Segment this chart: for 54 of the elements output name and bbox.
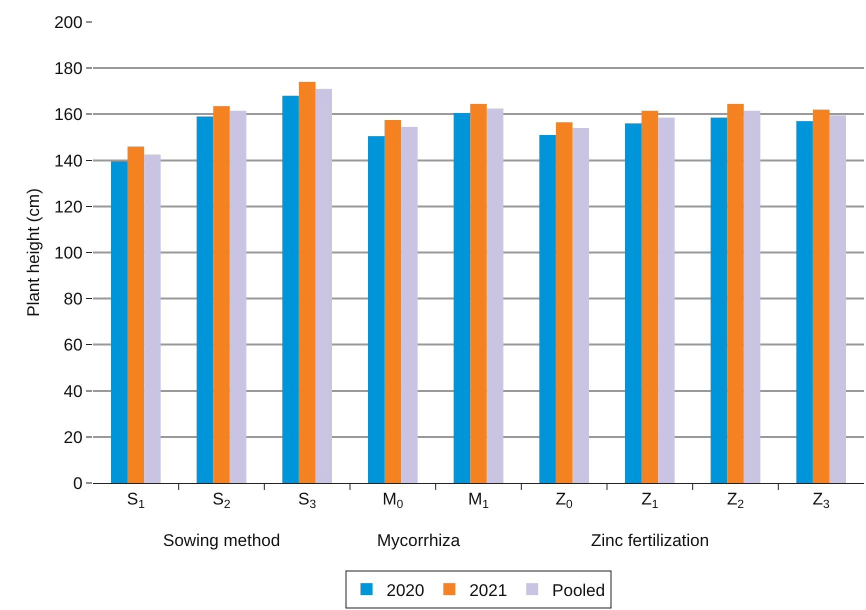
y-tick-label: 100 (54, 243, 83, 262)
y-tick-label: 0 (73, 474, 83, 493)
y-tick-label: 60 (64, 336, 83, 355)
bar (470, 104, 487, 483)
x-tick-label: S$_{2}$ (212, 489, 231, 511)
bar (658, 118, 675, 483)
bar (710, 118, 728, 483)
bar (454, 113, 470, 483)
y-tick-label: 160 (54, 105, 83, 124)
y-tick-label: 120 (54, 197, 83, 216)
text: Zinc fertilization (591, 531, 710, 550)
y-tick-label: 20 (64, 428, 83, 447)
bar (128, 146, 144, 483)
bar (298, 82, 316, 483)
legend-label: Pooled (552, 580, 606, 600)
text: Mycorrhiza (377, 531, 461, 550)
x-tick-label: Z$_{1}$ (641, 489, 659, 511)
x-tick-label: M$_{1}$ (468, 489, 490, 511)
y-tick-label: 140 (54, 151, 83, 170)
bar (401, 126, 418, 483)
bar (572, 128, 590, 483)
x-tick-label: S$_{1}$ (126, 489, 146, 511)
bar (812, 110, 830, 483)
bar (196, 116, 214, 483)
bar (829, 115, 846, 483)
bar (727, 104, 744, 483)
bar (110, 161, 128, 483)
x-tick-label: Z$_{3}$ (812, 489, 830, 511)
bar (315, 88, 332, 483)
bar (556, 122, 572, 483)
bar (144, 154, 161, 483)
y-tick-label: 200 (54, 12, 83, 32)
bar (384, 120, 402, 483)
bar (539, 134, 556, 483)
bar (642, 110, 658, 483)
bar (368, 136, 385, 483)
bar (624, 123, 642, 483)
text: Sowing method (163, 531, 280, 550)
legend-label: 2020 (386, 580, 424, 600)
y-tick-label: 40 (64, 382, 83, 401)
bar (486, 108, 504, 483)
x-tick-label: M$_{0}$ (382, 489, 404, 511)
bar (796, 121, 813, 483)
y-axis-title: Plant height (cm) (24, 188, 43, 317)
x-tick-label: S$_{3}$ (298, 489, 317, 511)
y-tick-label: 180 (54, 59, 83, 78)
bar (282, 96, 299, 483)
bar (744, 110, 760, 483)
y-tick-label: 80 (64, 290, 83, 309)
legend-label: 2021 (469, 580, 508, 600)
bar (213, 106, 230, 483)
x-tick-label: Z$_{0}$ (556, 489, 574, 511)
bar (230, 110, 246, 483)
x-tick-label: Z$_{2}$ (726, 489, 744, 511)
